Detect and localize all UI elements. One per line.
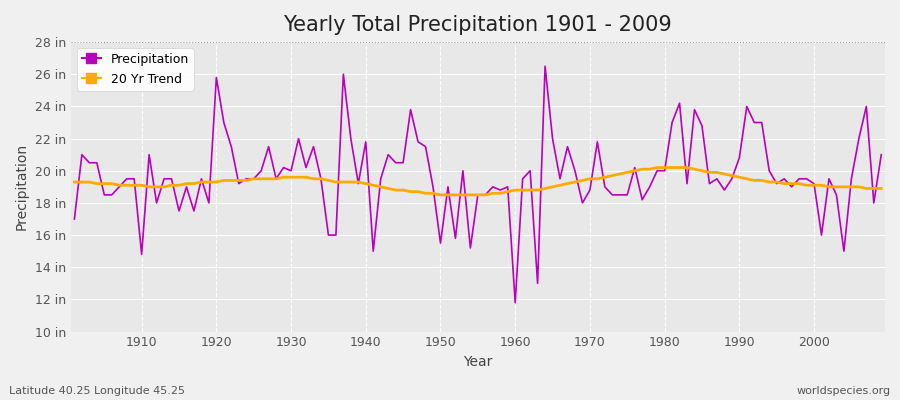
Legend: Precipitation, 20 Yr Trend: Precipitation, 20 Yr Trend xyxy=(76,48,194,91)
Text: worldspecies.org: worldspecies.org xyxy=(796,386,891,396)
X-axis label: Year: Year xyxy=(464,355,492,369)
Title: Yearly Total Precipitation 1901 - 2009: Yearly Total Precipitation 1901 - 2009 xyxy=(284,15,672,35)
Text: Latitude 40.25 Longitude 45.25: Latitude 40.25 Longitude 45.25 xyxy=(9,386,185,396)
Y-axis label: Precipitation: Precipitation xyxy=(15,143,29,230)
